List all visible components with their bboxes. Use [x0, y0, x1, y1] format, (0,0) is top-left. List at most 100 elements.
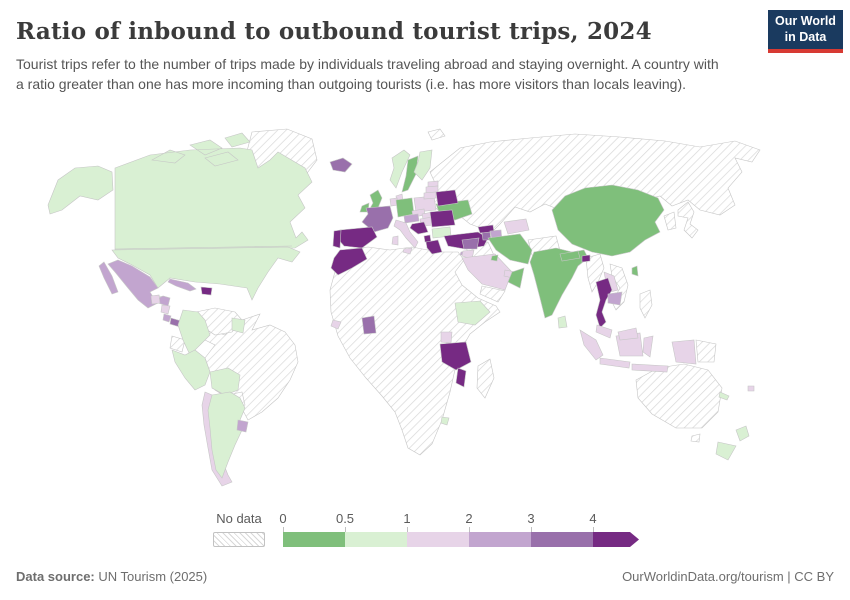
country-tanzania[interactable] — [439, 341, 472, 371]
country-portugal[interactable] — [332, 229, 342, 249]
country-austria[interactable] — [403, 213, 420, 224]
legend-bin-4+[interactable] — [593, 532, 639, 547]
country-china[interactable] — [551, 184, 665, 257]
chart-subtitle: Tourist trips refer to the number of tri… — [16, 56, 719, 92]
legend-no-data-swatch[interactable] — [213, 532, 265, 547]
data-source: Data source: UN Tourism (2025) — [16, 569, 207, 584]
country-sri-lanka[interactable] — [557, 315, 568, 329]
country-norway[interactable] — [389, 149, 411, 189]
country-philippines[interactable] — [639, 289, 653, 319]
owid-logo-line2: in Data — [784, 29, 827, 44]
owid-logo-line1: Our World — [775, 13, 836, 28]
legend-tick-label-0: 0 — [279, 511, 287, 526]
legend-bin-3-4[interactable] — [531, 532, 593, 547]
map-legend: No data 0 0.5 1 2 3 4 — [213, 511, 653, 551]
us-canada-border — [114, 245, 293, 250]
country-new-caledonia[interactable] — [718, 391, 730, 401]
country-syria[interactable] — [461, 237, 480, 250]
region-africa-no-data[interactable] — [329, 246, 501, 456]
country-guyana[interactable] — [231, 317, 246, 334]
country-finland[interactable] — [413, 149, 433, 181]
country-russia[interactable] — [427, 133, 761, 233]
legend-tick-mark — [283, 527, 284, 532]
country-spain[interactable] — [336, 226, 378, 249]
legend-bin-1-2[interactable] — [407, 532, 469, 547]
country-kuwait[interactable] — [490, 254, 499, 262]
country-morocco[interactable] — [330, 247, 368, 276]
country-nicaragua[interactable] — [160, 304, 171, 315]
country-peru[interactable] — [171, 349, 211, 391]
legend-bin-0-0.5[interactable] — [283, 532, 345, 547]
country-bolivia[interactable] — [209, 367, 241, 396]
legend-bar — [283, 532, 639, 547]
country-uruguay[interactable] — [236, 419, 249, 433]
country-thailand[interactable] — [595, 277, 613, 329]
legend-tick-mark — [531, 527, 532, 532]
legend-tick-label-3: 3 — [527, 511, 535, 526]
legend-no-data-label: No data — [216, 511, 262, 526]
country-eswatini[interactable] — [440, 416, 450, 426]
country-united-states[interactable] — [47, 165, 301, 301]
country-colombia[interactable] — [177, 309, 211, 356]
owid-logo-accent-bar — [768, 49, 843, 53]
country-saudi-arabia[interactable] — [461, 253, 513, 291]
footer-link[interactable]: OurWorldinData.org/tourism | CC BY — [622, 569, 834, 584]
country-new-zealand[interactable] — [715, 425, 750, 461]
country-bhutan[interactable] — [581, 254, 591, 263]
page-title: Ratio of inbound to outbound tourist tri… — [16, 18, 652, 45]
country-india[interactable] — [529, 247, 589, 319]
legend-tick-mark — [407, 527, 408, 532]
country-japan[interactable] — [677, 201, 699, 239]
country-france[interactable] — [361, 205, 394, 233]
country-canada[interactable] — [114, 132, 313, 251]
country-ghana[interactable] — [361, 315, 377, 335]
country-cuba[interactable] — [167, 278, 197, 292]
country-albania[interactable] — [423, 234, 432, 243]
legend-tick-mark — [345, 527, 346, 532]
legend-tick-label-4: 4 — [589, 511, 597, 526]
country-madagascar[interactable] — [476, 358, 495, 399]
country-indonesia[interactable] — [579, 329, 697, 373]
country-argentina[interactable] — [207, 391, 246, 479]
legend-bin-2-3[interactable] — [469, 532, 531, 547]
country-fiji[interactable] — [747, 385, 755, 392]
country-south-korea[interactable] — [663, 211, 677, 231]
country-greece[interactable] — [425, 239, 443, 255]
country-ecuador[interactable] — [169, 335, 186, 353]
country-nepal[interactable] — [559, 250, 581, 262]
country-papua-new-guinea[interactable] — [695, 339, 717, 363]
country-dominican-republic[interactable] — [200, 286, 213, 296]
country-uganda[interactable] — [440, 331, 453, 344]
svalbard-islands[interactable] — [427, 128, 446, 141]
country-italy[interactable] — [391, 219, 419, 255]
legend-tick-label-0.5: 0.5 — [335, 511, 355, 526]
country-australia[interactable] — [635, 363, 723, 443]
country-malawi[interactable] — [455, 367, 467, 388]
country-iran[interactable] — [487, 233, 533, 265]
country-romania[interactable] — [429, 209, 456, 228]
country-iceland[interactable] — [329, 157, 353, 173]
country-croatia[interactable] — [409, 221, 429, 235]
legend-tick-mark — [593, 527, 594, 532]
legend-tick-mark — [469, 527, 470, 532]
country-ethiopia[interactable] — [454, 300, 491, 326]
data-source-label: Data source: — [16, 569, 95, 584]
country-belarus[interactable] — [435, 189, 459, 207]
country-cambodia[interactable] — [607, 291, 623, 306]
country-sweden[interactable] — [401, 155, 419, 193]
country-germany[interactable] — [395, 197, 415, 218]
country-oman[interactable] — [507, 267, 525, 289]
data-source-value: UN Tourism (2025) — [94, 569, 208, 584]
country-uzbekistan[interactable] — [503, 218, 530, 235]
country-sierra-leone[interactable] — [330, 319, 342, 330]
country-lithuania[interactable] — [423, 191, 437, 200]
country-taiwan[interactable] — [631, 265, 639, 277]
country-malaysia[interactable] — [595, 324, 639, 341]
owid-logo-box: Our World in Data — [768, 10, 843, 49]
country-yemen[interactable] — [479, 285, 506, 303]
country-costa-rica[interactable] — [162, 313, 172, 323]
legend-bin-0.5-1[interactable] — [345, 532, 407, 547]
country-guatemala[interactable] — [150, 294, 161, 305]
owid-logo[interactable]: Our World in Data — [768, 10, 843, 53]
